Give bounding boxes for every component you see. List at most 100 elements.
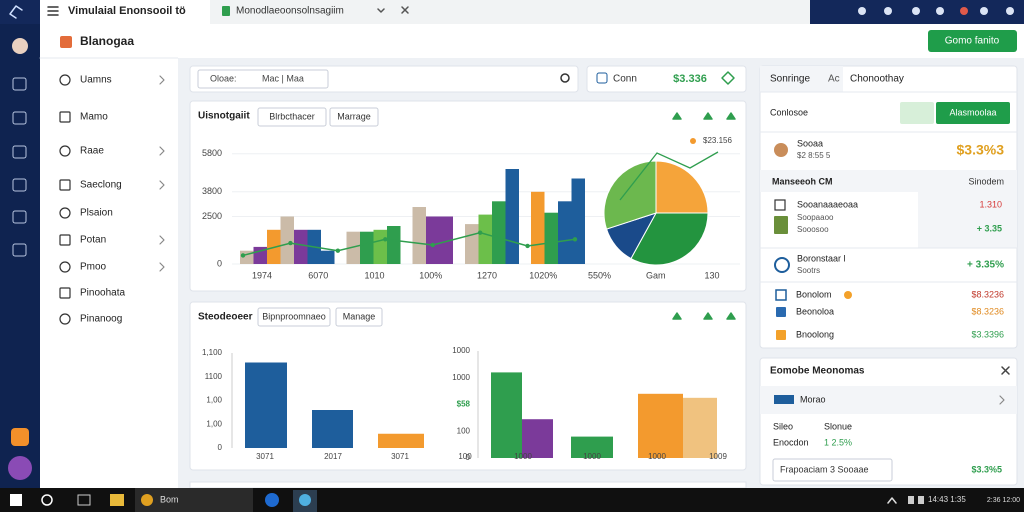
toolbar-icon[interactable] — [672, 112, 682, 120]
stat-icon — [596, 72, 608, 84]
close-icon[interactable] — [1001, 366, 1010, 375]
x-tick-label: 1000 — [514, 452, 532, 461]
menu-item[interactable]: Potan — [80, 235, 106, 246]
button-label[interactable]: Gomo fanito — [945, 36, 1000, 47]
row-icon — [776, 330, 786, 340]
menu-item[interactable]: Pinanoog — [80, 314, 122, 325]
label[interactable]: Marrage — [337, 111, 371, 121]
browser-icon[interactable] — [912, 7, 920, 15]
sidebar-title: Blanogaa — [80, 34, 134, 48]
bar — [478, 214, 492, 264]
search-icon[interactable] — [560, 73, 570, 83]
menu-icon[interactable] — [47, 6, 59, 16]
toolbar-icon[interactable] — [672, 312, 682, 320]
chevron — [159, 235, 165, 245]
nav-icon[interactable] — [12, 243, 27, 257]
y-tick-label: 2500 — [202, 211, 222, 221]
toolbar-icon[interactable] — [726, 112, 736, 120]
tray-icon[interactable] — [887, 497, 897, 504]
primary-button[interactable] — [936, 102, 1010, 124]
taskbar-icon[interactable] — [110, 494, 124, 506]
browser-icon[interactable] — [1006, 7, 1014, 15]
lock-icon — [222, 6, 230, 16]
browser-icon[interactable] — [960, 7, 968, 15]
list-row[interactable] — [760, 386, 1017, 414]
close-icon[interactable] — [401, 6, 409, 14]
row-icon — [774, 257, 790, 273]
line-point — [477, 230, 483, 235]
primary-button[interactable] — [928, 30, 1017, 52]
taskbar-icon[interactable] — [77, 494, 91, 506]
nav-icon[interactable] — [12, 178, 27, 192]
tab[interactable] — [40, 0, 210, 24]
pie-slice — [630, 212, 709, 266]
menu-item[interactable]: Plsaion — [80, 208, 113, 219]
x-tick-label: 1020% — [529, 270, 557, 280]
y-tick-label: 1000 — [452, 346, 470, 355]
bar — [531, 191, 545, 264]
button[interactable] — [329, 107, 379, 127]
label: Slonue — [824, 421, 852, 431]
chevron — [999, 395, 1005, 405]
label[interactable]: Blrbcthacer — [269, 111, 315, 121]
tray-icon[interactable] — [918, 496, 924, 504]
nav-icon[interactable] — [12, 210, 27, 224]
bar — [346, 231, 360, 264]
menu-item[interactable]: Mamo — [80, 112, 108, 123]
browser-icon[interactable] — [884, 7, 892, 15]
label[interactable]: Manage — [343, 311, 376, 321]
sidebar — [40, 24, 178, 488]
browser-icon[interactable] — [936, 7, 944, 15]
y-tick-label: 1,00 — [206, 396, 222, 405]
button[interactable] — [335, 307, 383, 327]
tab[interactable]: Chonoothay — [850, 74, 904, 85]
toolbar-icon[interactable] — [726, 312, 736, 320]
avatar[interactable] — [8, 456, 32, 480]
label[interactable]: Bipnproomnaeo — [262, 311, 326, 321]
clock: 2:36 12:00 — [987, 497, 1020, 504]
brand-icon — [60, 36, 72, 48]
taskbar-icon[interactable] — [265, 493, 279, 507]
toolbar-icon[interactable] — [703, 312, 713, 320]
menu-item[interactable]: Raae — [80, 146, 104, 157]
menu-icon — [59, 313, 71, 325]
menu-item[interactable]: Pinoohata — [80, 288, 125, 299]
y-tick-label: 1,100 — [202, 348, 223, 357]
card-title: Eomobe Meonomas — [770, 366, 865, 377]
browser-icon[interactable] — [858, 7, 866, 15]
nav-icon[interactable] — [11, 428, 29, 446]
x-tick-label: 550% — [588, 270, 611, 280]
label[interactable]: Alasmoolaa — [949, 107, 996, 117]
tab[interactable]: Ac — [828, 74, 840, 85]
x-tick-label: 100% — [419, 270, 442, 280]
menu-item[interactable]: Pmoo — [80, 262, 107, 273]
search-icon[interactable] — [41, 494, 53, 506]
row-icon — [776, 307, 786, 317]
button[interactable] — [257, 107, 327, 127]
nav-icon[interactable] — [12, 111, 27, 125]
label: Sinodem — [968, 176, 1004, 186]
menu-item[interactable]: Saeclong — [80, 180, 122, 191]
tab[interactable]: Sonringe — [770, 74, 810, 85]
menu-item[interactable]: Uamns — [80, 75, 112, 86]
bar — [571, 436, 613, 458]
nav-icon[interactable] — [12, 77, 27, 91]
x-tick-label: 3071 — [391, 452, 409, 461]
search-box[interactable] — [197, 69, 329, 89]
nav-icon[interactable] — [12, 145, 27, 159]
tab-strip — [760, 66, 843, 92]
toolbar-icon[interactable] — [703, 112, 713, 120]
line-point — [240, 253, 246, 258]
browser-icon[interactable] — [980, 7, 988, 15]
button[interactable] — [257, 307, 331, 327]
bar — [544, 212, 558, 264]
tab[interactable] — [210, 0, 810, 24]
input[interactable] — [772, 458, 893, 482]
tray-icon[interactable] — [908, 496, 914, 504]
label: Sooaa — [797, 138, 823, 148]
start-button[interactable] — [10, 494, 22, 506]
dropdown-icon[interactable] — [377, 8, 385, 13]
bar — [683, 397, 717, 458]
bar — [360, 231, 374, 264]
taskbar-app[interactable] — [135, 488, 253, 512]
